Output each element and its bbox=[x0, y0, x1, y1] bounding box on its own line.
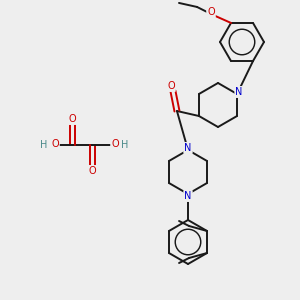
Text: O: O bbox=[111, 139, 119, 149]
Text: O: O bbox=[207, 7, 215, 17]
Text: O: O bbox=[51, 139, 59, 149]
Text: N: N bbox=[184, 191, 192, 201]
Text: O: O bbox=[68, 114, 76, 124]
Text: O: O bbox=[88, 166, 96, 176]
Text: N: N bbox=[236, 87, 243, 97]
Text: H: H bbox=[121, 140, 129, 150]
Text: N: N bbox=[184, 143, 192, 153]
Text: H: H bbox=[40, 140, 48, 150]
Text: O: O bbox=[167, 81, 175, 91]
